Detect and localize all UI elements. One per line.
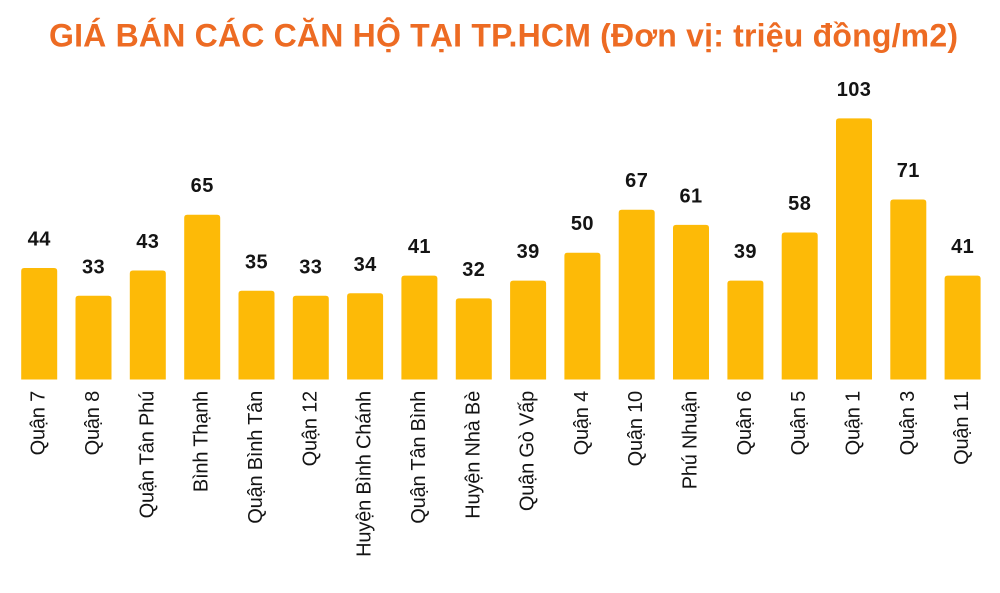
svg-text:Bình Thạnh: Bình Thạnh <box>191 391 213 492</box>
svg-text:43: 43 <box>136 231 159 253</box>
svg-text:71: 71 <box>897 160 920 182</box>
svg-text:50: 50 <box>571 213 594 235</box>
svg-text:Quận 7: Quận 7 <box>28 391 50 455</box>
svg-text:41: 41 <box>408 236 431 258</box>
svg-text:65: 65 <box>191 175 214 197</box>
svg-text:Quận Tân Phú: Quận Tân Phú <box>136 391 158 518</box>
svg-text:41: 41 <box>951 236 974 258</box>
svg-text:Quận 8: Quận 8 <box>82 391 104 455</box>
svg-text:Phú Nhuận: Phú Nhuận <box>680 391 702 489</box>
svg-text:35: 35 <box>245 251 268 273</box>
svg-text:39: 39 <box>517 241 540 263</box>
svg-text:34: 34 <box>354 254 378 276</box>
svg-text:Quận 6: Quận 6 <box>734 391 756 455</box>
svg-text:39: 39 <box>734 241 757 263</box>
svg-text:33: 33 <box>299 256 322 278</box>
svg-text:Huyện Nhà Bè: Huyện Nhà Bè <box>462 391 484 519</box>
svg-text:103: 103 <box>837 79 872 101</box>
svg-text:Quận 12: Quận 12 <box>299 391 321 466</box>
svg-text:61: 61 <box>679 185 702 207</box>
svg-text:Quận Gò Vấp: Quận Gò Vấp <box>517 391 539 511</box>
svg-text:Quận Tân Bình: Quận Tân Bình <box>408 391 430 524</box>
svg-text:Quận 4: Quận 4 <box>571 391 593 455</box>
svg-text:Quận 5: Quận 5 <box>788 391 810 455</box>
svg-text:Quận Bình Tân: Quận Bình Tân <box>245 391 267 524</box>
svg-text:32: 32 <box>462 259 485 281</box>
svg-text:Quận 11: Quận 11 <box>951 391 973 465</box>
svg-text:33: 33 <box>82 256 105 278</box>
svg-text:44: 44 <box>28 229 52 251</box>
svg-text:67: 67 <box>625 170 648 192</box>
svg-text:58: 58 <box>788 193 811 215</box>
svg-text:Huyện Bình Chánh: Huyện Bình Chánh <box>354 391 376 557</box>
svg-text:GIÁ BÁN CÁC CĂN HỘ TẠI TP.HCM: GIÁ BÁN CÁC CĂN HỘ TẠI TP.HCM (Đơn vị: t… <box>49 18 958 54</box>
svg-text:Quận 3: Quận 3 <box>897 391 919 455</box>
svg-text:Quận 1: Quận 1 <box>843 391 865 455</box>
svg-text:Quận 10: Quận 10 <box>625 391 647 466</box>
